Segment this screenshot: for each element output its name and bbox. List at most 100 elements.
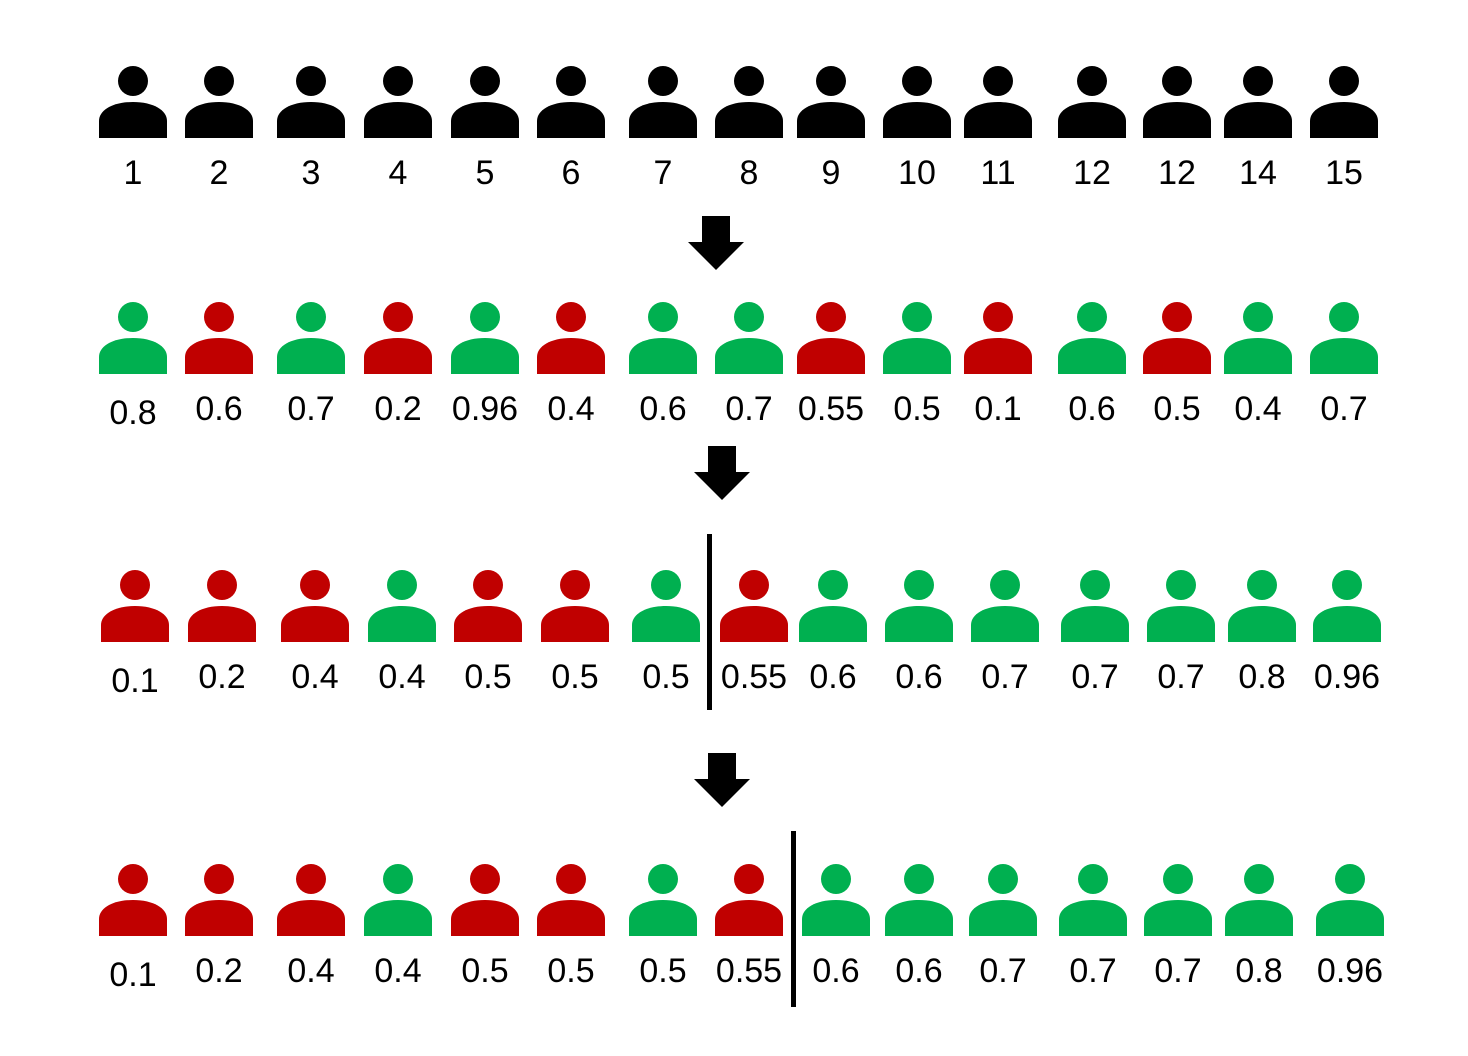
person-icon — [1147, 570, 1215, 642]
person-label: 0.2 — [374, 390, 422, 428]
person-icon — [277, 302, 345, 374]
person-label: 0.2 — [195, 952, 243, 990]
person-label: 0.1 — [109, 956, 157, 994]
person-label: 0.5 — [551, 658, 599, 696]
person-label: 0.8 — [1235, 952, 1283, 990]
person-label: 15 — [1325, 154, 1363, 192]
person-icon — [797, 302, 865, 374]
person-icon — [185, 66, 253, 138]
person-label: 0.7 — [1069, 952, 1117, 990]
person-label: 0.7 — [287, 390, 335, 428]
person-icon — [451, 864, 519, 936]
person-label: 0.55 — [715, 952, 783, 990]
person-label: 8 — [739, 154, 759, 192]
person-icon — [101, 570, 169, 642]
down-arrow-icon — [692, 753, 752, 809]
person-icon — [281, 570, 349, 642]
person-icon — [1058, 302, 1126, 374]
person-label: 0.96 — [1316, 952, 1384, 990]
person-icon — [451, 66, 519, 138]
person-icon — [797, 66, 865, 138]
person-label: 0.5 — [893, 390, 941, 428]
person-label: 11 — [980, 154, 1016, 192]
person-label: 4 — [388, 154, 408, 192]
person-label: 10 — [898, 154, 936, 192]
person-icon — [715, 864, 783, 936]
person-icon — [364, 864, 432, 936]
person-icon — [1143, 66, 1211, 138]
person-icon — [969, 864, 1037, 936]
person-label: 0.7 — [725, 390, 773, 428]
person-label: 0.6 — [895, 658, 943, 696]
person-icon — [99, 302, 167, 374]
person-label: 0.5 — [639, 952, 687, 990]
down-arrow-icon — [692, 446, 752, 502]
person-label: 14 — [1239, 154, 1277, 192]
person-icon — [964, 66, 1032, 138]
person-icon — [1316, 864, 1384, 936]
person-label: 0.7 — [981, 658, 1029, 696]
person-icon — [1228, 570, 1296, 642]
person-icon — [277, 66, 345, 138]
person-icon — [715, 66, 783, 138]
person-icon — [185, 302, 253, 374]
person-icon — [1061, 570, 1129, 642]
person-label: 0.4 — [291, 658, 339, 696]
person-icon — [720, 570, 788, 642]
person-icon — [1310, 302, 1378, 374]
person-icon — [1225, 864, 1293, 936]
person-icon — [629, 66, 697, 138]
person-icon — [1313, 570, 1381, 642]
person-label: 0.4 — [287, 952, 335, 990]
person-label: 0.7 — [1320, 390, 1368, 428]
down-arrow-icon — [686, 216, 746, 272]
person-label: 0.6 — [895, 952, 943, 990]
person-label: 0.7 — [979, 952, 1027, 990]
person-icon — [632, 570, 700, 642]
person-icon — [364, 66, 432, 138]
person-icon — [1224, 302, 1292, 374]
person-label: 0.5 — [464, 658, 512, 696]
person-icon — [629, 864, 697, 936]
person-icon — [1144, 864, 1212, 936]
person-icon — [715, 302, 783, 374]
person-label: 3 — [301, 154, 321, 192]
person-label: 0.8 — [1238, 658, 1286, 696]
person-label: 0.6 — [809, 658, 857, 696]
person-icon — [799, 570, 867, 642]
person-label: 1 — [123, 154, 143, 192]
person-label: 12 — [1073, 154, 1111, 192]
person-icon — [883, 66, 951, 138]
person-icon — [454, 570, 522, 642]
person-icon — [364, 302, 432, 374]
person-icon — [537, 66, 605, 138]
person-icon — [541, 570, 609, 642]
person-icon — [964, 302, 1032, 374]
person-label: 0.6 — [639, 390, 687, 428]
person-label: 0.1 — [974, 390, 1022, 428]
person-label: 0.4 — [547, 390, 595, 428]
person-icon — [1143, 302, 1211, 374]
person-label: 0.1 — [111, 662, 159, 700]
person-label: 9 — [821, 154, 841, 192]
person-label: 0.5 — [642, 658, 690, 696]
person-label: 0.7 — [1157, 658, 1205, 696]
person-label: 0.6 — [195, 390, 243, 428]
person-icon — [971, 570, 1039, 642]
person-icon — [1224, 66, 1292, 138]
person-label: 0.4 — [374, 952, 422, 990]
person-icon — [1059, 864, 1127, 936]
person-label: 6 — [561, 154, 581, 192]
person-icon — [99, 864, 167, 936]
person-label: 0.55 — [797, 390, 865, 428]
person-label: 0.4 — [378, 658, 426, 696]
person-icon — [885, 570, 953, 642]
person-label: 2 — [209, 154, 229, 192]
person-icon — [368, 570, 436, 642]
person-icon — [885, 864, 953, 936]
person-icon — [185, 864, 253, 936]
person-icon — [629, 302, 697, 374]
person-label: 0.8 — [109, 394, 157, 432]
person-icon — [451, 302, 519, 374]
